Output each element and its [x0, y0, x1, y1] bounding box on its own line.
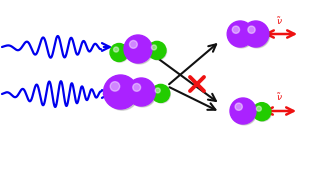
- Circle shape: [151, 45, 156, 50]
- Circle shape: [229, 23, 254, 48]
- Circle shape: [148, 41, 166, 59]
- Circle shape: [235, 103, 242, 110]
- Circle shape: [232, 26, 239, 33]
- Circle shape: [256, 106, 261, 111]
- Circle shape: [111, 45, 129, 62]
- Circle shape: [126, 37, 153, 64]
- Circle shape: [227, 21, 253, 47]
- Circle shape: [232, 100, 257, 125]
- Text: $\tilde{\nu}$: $\tilde{\nu}$: [276, 15, 282, 27]
- Circle shape: [127, 78, 155, 106]
- Circle shape: [155, 88, 160, 93]
- Circle shape: [253, 103, 271, 121]
- Circle shape: [244, 23, 270, 48]
- Circle shape: [254, 104, 272, 121]
- Circle shape: [152, 84, 170, 102]
- Circle shape: [230, 98, 256, 124]
- Circle shape: [153, 86, 170, 103]
- Circle shape: [129, 80, 156, 107]
- Circle shape: [133, 84, 141, 91]
- Circle shape: [104, 75, 138, 109]
- Circle shape: [248, 26, 255, 33]
- Circle shape: [243, 21, 269, 47]
- Circle shape: [114, 47, 119, 52]
- Circle shape: [106, 77, 139, 110]
- Circle shape: [124, 35, 152, 63]
- Circle shape: [110, 43, 128, 61]
- Circle shape: [149, 43, 167, 60]
- Circle shape: [110, 82, 120, 91]
- Circle shape: [129, 40, 137, 48]
- Text: $\tilde{\nu}$: $\tilde{\nu}$: [276, 91, 282, 103]
